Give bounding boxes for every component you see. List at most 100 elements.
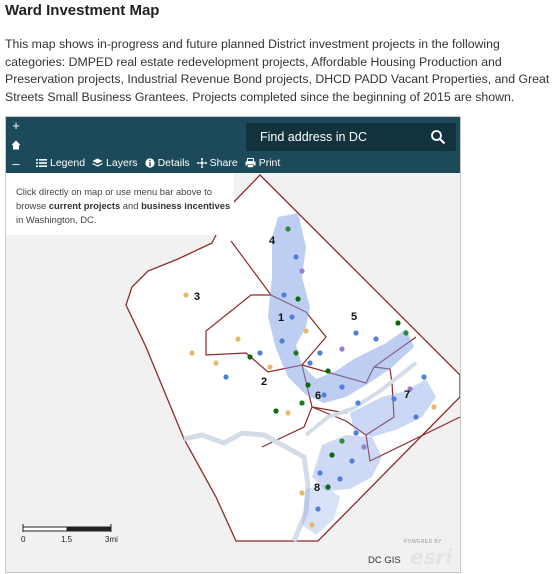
layers-label: Layers (106, 157, 138, 169)
project-marker (373, 336, 379, 342)
attribution-text: DC GIS (368, 555, 401, 566)
info-business-incentives: business incentives (141, 200, 231, 211)
project-marker (273, 408, 279, 414)
project-marker (235, 336, 241, 342)
scale-bar: 0 1.5 3mi (21, 523, 133, 553)
legend-label: Legend (50, 157, 86, 169)
layers-button[interactable]: Layers (92, 157, 138, 169)
project-marker (403, 330, 409, 336)
project-markers (183, 226, 437, 528)
home-icon (11, 140, 21, 150)
info-icon (144, 158, 155, 168)
project-marker (279, 338, 285, 344)
ward-label: 3 (194, 291, 200, 303)
project-marker (305, 382, 311, 388)
map-canvas[interactable]: 1 2 3 4 5 6 7 8 (6, 173, 460, 572)
project-marker (321, 392, 327, 398)
info-text: Click directly on map or use menu bar ab… (16, 186, 212, 211)
scale-label-3mi: 3mi (105, 535, 118, 544)
project-marker (293, 254, 299, 260)
project-marker (413, 414, 419, 420)
list-icon (36, 159, 47, 167)
project-marker (431, 404, 437, 410)
scale-ruler (22, 524, 112, 532)
scale-label-0: 0 (21, 535, 26, 544)
project-marker (325, 368, 331, 374)
ward-label: 2 (261, 376, 267, 388)
project-marker (299, 400, 305, 406)
project-marker (349, 458, 355, 464)
project-marker (299, 268, 305, 274)
project-marker (281, 292, 287, 298)
share-icon (196, 158, 207, 168)
legend-button[interactable]: Legend (36, 157, 85, 169)
zoom-in-button[interactable]: + (12, 118, 20, 133)
density-area (268, 213, 414, 403)
ward-label: 4 (269, 235, 276, 247)
project-marker (353, 330, 359, 336)
info-panel: Click directly on map or use menu bar ab… (6, 173, 234, 235)
share-button[interactable]: Share (196, 157, 238, 169)
page-title: Ward Investment Map (5, 2, 160, 19)
project-marker (317, 350, 323, 356)
map-toolbar: Legend Layers Details Share Print (36, 155, 287, 171)
project-marker (355, 400, 361, 406)
project-marker (339, 346, 345, 352)
project-marker (267, 364, 273, 370)
project-marker (289, 314, 295, 320)
project-marker (183, 292, 189, 298)
ward-label: 7 (404, 389, 410, 401)
river-anacostia (304, 361, 418, 437)
ward-label: 6 (315, 390, 321, 402)
printer-icon (245, 158, 256, 168)
project-marker (339, 438, 345, 444)
project-marker (315, 506, 321, 512)
project-marker (339, 384, 345, 390)
intro-paragraph: This map shows in-progress and future pl… (5, 37, 550, 104)
project-marker (421, 374, 427, 380)
project-marker (353, 430, 359, 436)
home-button[interactable] (9, 139, 23, 153)
project-marker (293, 350, 299, 356)
ward-label: 1 (278, 312, 284, 324)
project-marker (329, 452, 335, 458)
map-header: Find address in DC Legend Layers Details… (26, 117, 460, 173)
scale-label-1-5: 1.5 (61, 535, 73, 544)
project-marker (285, 226, 291, 232)
project-marker (257, 350, 263, 356)
info-text: and (120, 200, 142, 211)
project-marker (303, 328, 309, 334)
density-area-east (350, 379, 436, 437)
project-marker (325, 484, 331, 490)
project-marker (247, 354, 253, 360)
esri-logo[interactable]: esri (410, 545, 453, 569)
zoom-out-button[interactable]: – (12, 156, 20, 171)
search-icon[interactable] (430, 129, 446, 145)
project-marker (407, 386, 413, 392)
project-marker (317, 470, 323, 476)
ward-label: 5 (351, 311, 357, 323)
project-marker (295, 296, 301, 302)
map-widget[interactable]: 1 2 3 4 5 6 7 8 Click directly on map or… (5, 116, 461, 573)
info-current-projects: current projects (48, 200, 121, 211)
info-text: in Washington, DC. (16, 214, 97, 225)
ward-label: 8 (314, 482, 320, 494)
river (183, 430, 311, 542)
project-marker (391, 396, 397, 402)
print-button[interactable]: Print (245, 157, 281, 169)
project-marker (223, 374, 229, 380)
project-marker (213, 360, 219, 366)
project-marker (361, 444, 367, 450)
details-button[interactable]: Details (144, 157, 190, 169)
details-label: Details (157, 157, 190, 169)
project-marker (189, 350, 195, 356)
print-label: Print (258, 157, 281, 169)
address-search[interactable]: Find address in DC (246, 123, 456, 151)
share-label: Share (209, 157, 238, 169)
layers-icon (92, 158, 103, 167)
esri-powered-by: POWERED BY (404, 539, 442, 545)
project-marker (307, 360, 313, 366)
map-controls: + – (6, 117, 26, 173)
search-placeholder: Find address in DC (260, 130, 367, 144)
project-marker (299, 490, 305, 496)
